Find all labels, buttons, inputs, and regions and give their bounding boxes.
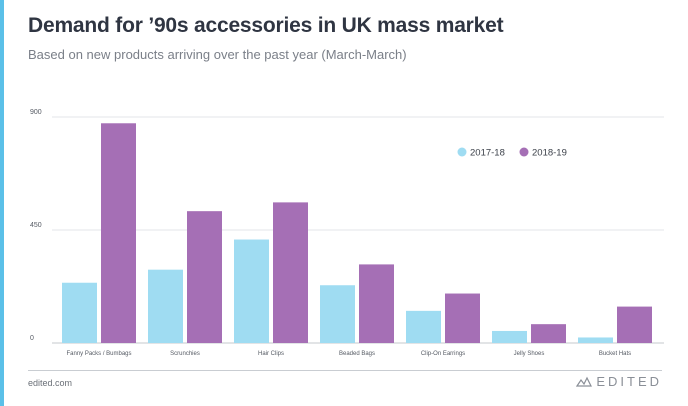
footer-source[interactable]: edited.com — [28, 378, 73, 388]
bar — [62, 282, 97, 343]
bar — [101, 123, 136, 344]
brand-name: EDITED — [596, 374, 662, 389]
x-tick-label: Bucket Hats — [599, 351, 631, 357]
edited-logo-icon — [576, 376, 593, 387]
bar — [234, 239, 269, 343]
bar — [617, 306, 652, 343]
x-tick-label: Fanny Packs / Bumbags — [66, 351, 131, 357]
bar — [406, 310, 441, 343]
x-tick-label: Beaded Bags — [339, 351, 375, 357]
legend-marker — [457, 147, 467, 157]
bar — [320, 285, 355, 343]
x-tick-label: Clip-On Earrings — [421, 351, 465, 357]
bar — [359, 264, 394, 343]
bar — [148, 269, 183, 343]
x-tick-label: Jelly Shoes — [514, 351, 545, 357]
x-tick-label: Scrunchies — [170, 351, 200, 357]
legend-label: 2018-19 — [532, 148, 567, 159]
bar — [531, 324, 566, 343]
x-tick-label: Hair Clips — [258, 351, 284, 357]
y-tick-label: 450 — [30, 222, 42, 229]
bar — [492, 330, 527, 343]
bar — [187, 211, 222, 343]
bar — [578, 337, 613, 343]
legend-label: 2017-18 — [470, 148, 505, 159]
chart-subtitle: Based on new products arriving over the … — [28, 47, 407, 62]
legend-marker — [519, 147, 529, 157]
y-tick-label: 0 — [30, 335, 34, 342]
footer-brand: EDITED — [576, 374, 662, 389]
accent-bar — [0, 0, 4, 406]
bar — [445, 293, 480, 343]
bar — [273, 202, 308, 343]
chart-title: Demand for ’90s accessories in UK mass m… — [28, 14, 504, 37]
y-tick-label: 900 — [30, 109, 42, 116]
footer-divider — [28, 370, 662, 371]
